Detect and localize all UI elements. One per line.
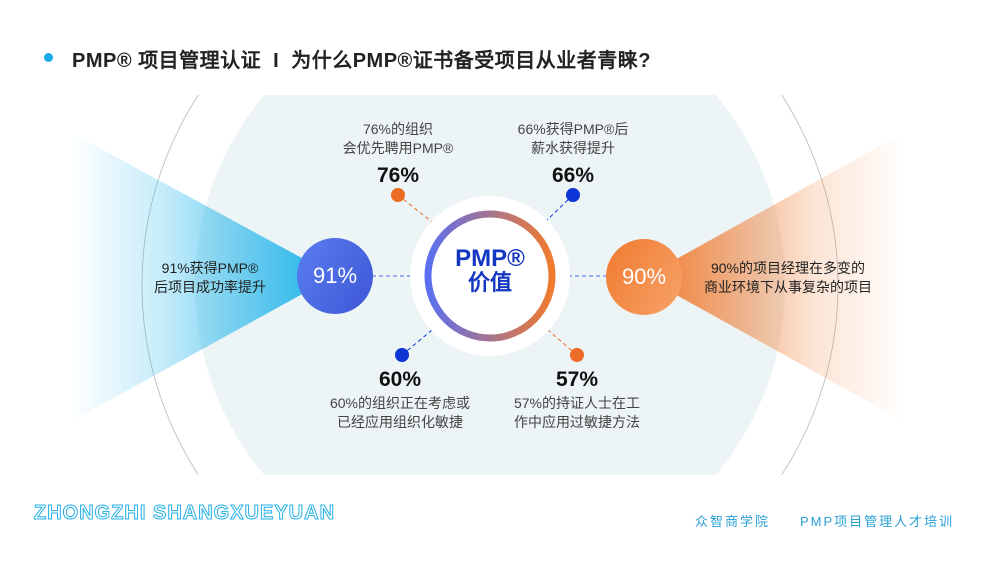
stat-57-description: 57%的持证人士在工 作中应用过敏捷方法 bbox=[513, 395, 641, 430]
stat-66-dot bbox=[566, 188, 580, 202]
right-description: 90%的项目经理在多变的 商业环境下从事复杂的项目 bbox=[704, 260, 872, 295]
stat-57-value: 57% bbox=[555, 368, 599, 391]
brand-tagline: PMP项目管理人才培训 bbox=[800, 514, 955, 529]
stat-76-description: 76%的组织 会优先聘用PMP® bbox=[342, 121, 454, 156]
left-description: 91%获得PMP® 后项目成功率提升 bbox=[154, 260, 266, 295]
stat-57-dot bbox=[570, 348, 584, 362]
title-bullet bbox=[44, 53, 53, 62]
center-disc bbox=[410, 196, 570, 356]
stat-76-value: 76% bbox=[376, 164, 420, 187]
stat-66-description: 66%获得PMP®后 薪水获得提升 bbox=[517, 121, 629, 156]
title-right: 为什么PMP®证书备受项目从业者青睐? bbox=[291, 50, 651, 72]
page-title: PMP® 项目管理认证 I 为什么PMP®证书备受项目从业者青睐? bbox=[72, 44, 651, 73]
stat-60-description: 60%的组织正在考虑或 已经应用组织化敏捷 bbox=[329, 395, 471, 430]
title-separator: I bbox=[273, 50, 280, 72]
stat-60-value: 60% bbox=[378, 368, 422, 391]
brand-footer: 众智商学院 PMP项目管理人才培训 bbox=[695, 511, 954, 530]
stat-60-dot bbox=[395, 348, 409, 362]
center-line2: 价值 bbox=[467, 270, 512, 295]
stat-circle-91: 91% bbox=[297, 238, 373, 314]
center-ring bbox=[424, 210, 556, 342]
center-label: PMP® 价值 bbox=[430, 247, 550, 295]
left-fan bbox=[70, 132, 335, 422]
stat-66-value: 66% bbox=[551, 164, 595, 187]
center-line1: PMP® bbox=[455, 245, 525, 272]
brand-chinese: 众智商学院 bbox=[695, 514, 771, 529]
stat-76-dot bbox=[391, 188, 405, 202]
title-left: PMP® 项目管理认证 bbox=[72, 50, 262, 72]
stat-circle-90: 90% bbox=[606, 239, 682, 315]
brand-english: ZHONGZHI SHANGXUEYUAN bbox=[33, 502, 336, 525]
right-fan bbox=[644, 132, 905, 422]
